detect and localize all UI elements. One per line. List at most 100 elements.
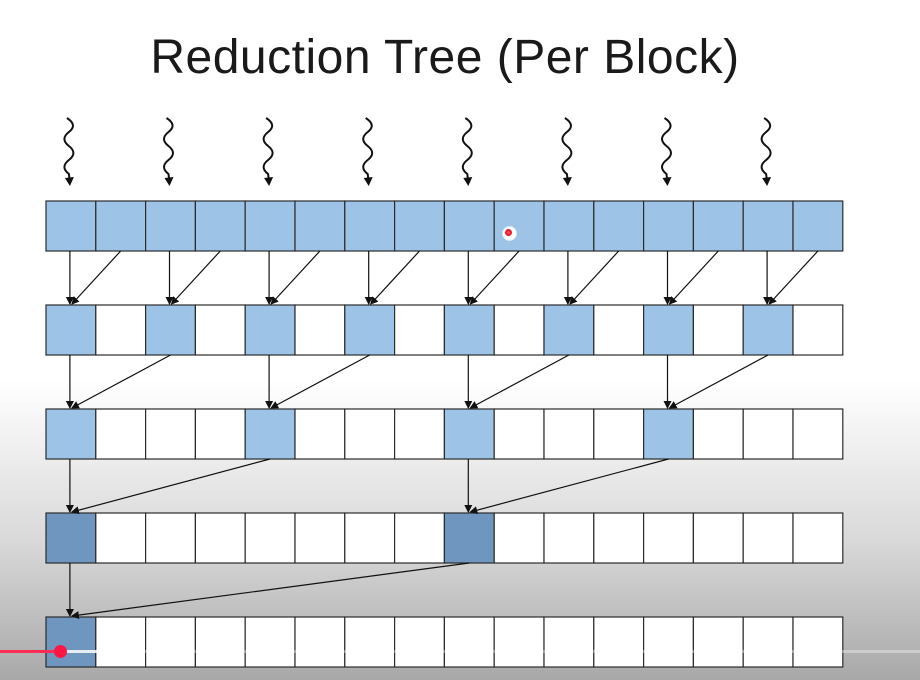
array-cell [344,512,396,564]
array-cell [244,408,296,460]
array-cell [394,200,446,252]
array-cell [45,200,97,252]
array-cell [742,616,794,668]
video-progress-track[interactable] [0,650,920,653]
array-cell [394,616,446,668]
array-cell [792,304,844,356]
thread-arrowhead-icon [463,177,473,186]
array-row-0 [45,200,844,252]
array-cell [642,408,694,460]
array-cell [194,616,246,668]
array-cell [45,304,97,356]
video-progress-played [0,650,60,653]
array-cell [493,408,545,460]
array-cell [294,304,346,356]
array-cell [194,304,246,356]
thread-squiggle-icon [760,117,772,183]
array-cell [593,200,645,252]
reduction-arrow-diagonal [370,250,420,305]
reduction-arrow-diagonal [668,250,719,305]
arrows-layer [65,250,819,620]
array-cell [642,616,694,668]
array-cell [692,616,744,668]
array-cell [443,304,495,356]
thread-arrowhead-icon [662,177,672,186]
array-cell [692,408,744,460]
array-cell [642,200,694,252]
thread-arrowhead-icon [164,177,174,186]
array-cell [593,408,645,460]
array-cell [244,200,296,252]
reduction-arrow-diagonal [469,250,520,305]
thread-arrowhead-icon [264,177,274,186]
array-cell [394,512,446,564]
reduction-arrow-diagonal [469,354,570,409]
array-cell [692,512,744,564]
thread-squiggle-icon [461,117,473,183]
array-row-3 [45,512,844,564]
array-row-2 [45,408,844,460]
array-cell [543,304,595,356]
reduction-arrow-diagonal [469,458,669,515]
array-cell [543,408,595,460]
array-row-4 [45,616,844,668]
array-cell [792,408,844,460]
array-cell [344,616,396,668]
thread-arrowhead-icon [363,177,373,186]
array-cell [792,512,844,564]
array-cell [194,200,246,252]
array-cell [543,616,595,668]
reduction-arrow-diagonal [768,250,819,305]
array-cell [145,512,197,564]
array-cell [194,512,246,564]
threads-layer [63,117,772,186]
array-cell [145,200,197,252]
array-cell [344,200,396,252]
reduction-arrow-diagonal [70,458,271,515]
video-scrubber-handle[interactable] [53,645,67,658]
reduction-arrow-diagonal [170,250,221,305]
array-cell [294,408,346,460]
array-cell [95,616,147,668]
array-cell [443,616,495,668]
array-cell [593,304,645,356]
array-cell [642,512,694,564]
array-cell [593,616,645,668]
reduction-arrow-diagonal [569,250,620,305]
array-cell [294,200,346,252]
array-cell [593,512,645,564]
array-cell [692,200,744,252]
array-cell [45,616,97,668]
array-cell [95,408,147,460]
array-cell [642,304,694,356]
array-cell [742,200,794,252]
array-cell [493,304,545,356]
rows-layer [45,200,844,668]
array-cell [95,200,147,252]
reduction-arrow-diagonal [70,562,470,620]
thread-squiggle-icon [661,117,672,183]
array-cell [692,304,744,356]
array-cell [792,616,844,668]
reduction-arrow-diagonal [270,354,370,409]
thread-squiggle-icon [63,117,75,183]
thread-arrowhead-icon [762,177,772,186]
array-cell [145,304,197,356]
array-cell [394,304,446,356]
thread-squiggle-icon [362,117,374,183]
array-cell [543,200,595,252]
thread-squiggle-icon [262,117,274,183]
array-cell [194,408,246,460]
array-cell [443,408,495,460]
array-cell [45,408,97,460]
array-cell [493,616,545,668]
reduction-arrow-diagonal [71,354,171,409]
thread-arrowhead-icon [562,177,572,186]
array-cell [394,408,446,460]
array-cell [493,200,545,252]
reduction-arrow-diagonal [270,250,321,305]
array-cell [145,616,197,668]
array-cell [742,512,794,564]
